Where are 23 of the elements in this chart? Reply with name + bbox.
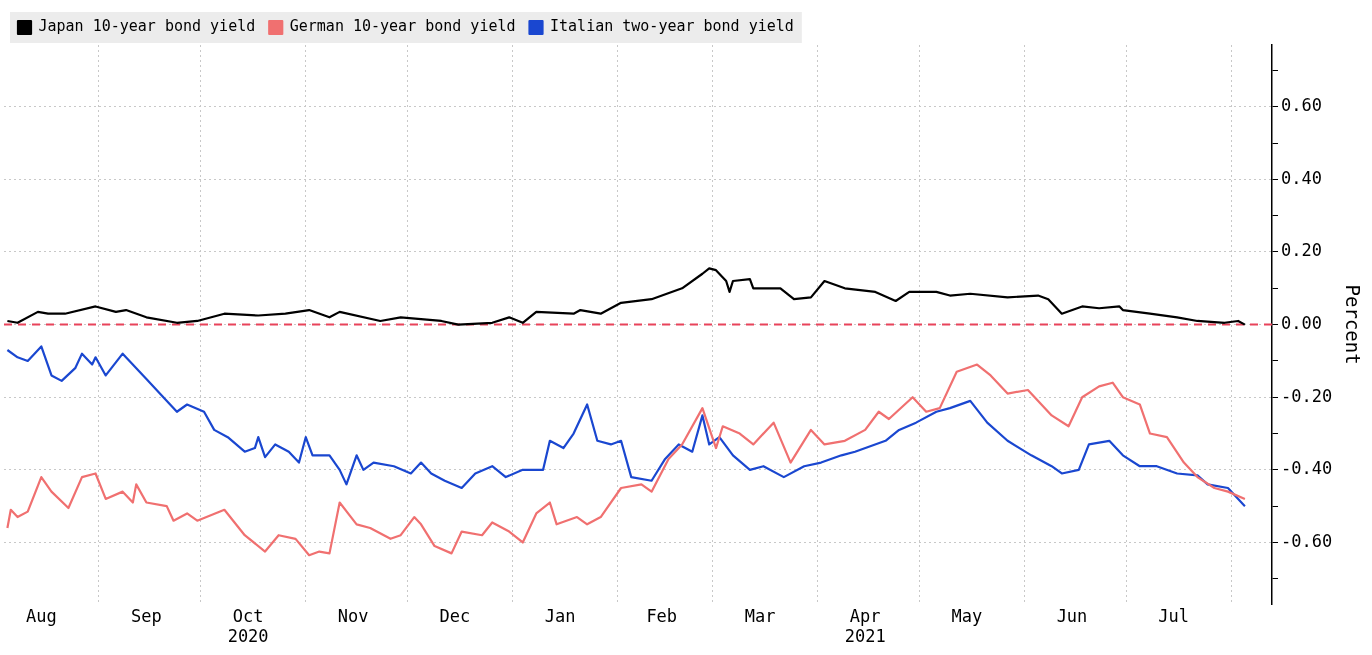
legend-label: German 10-year bond yield xyxy=(289,17,516,36)
x-tick-label: Jun xyxy=(1056,605,1088,626)
y-tick-label: 0.00 xyxy=(1281,313,1322,334)
x-tick-label: Jul xyxy=(1158,605,1190,626)
legend-label: Italian two-year bond yield xyxy=(550,17,794,36)
y-tick-label: -0.20 xyxy=(1281,385,1333,406)
x-tick-label: Dec xyxy=(439,605,471,626)
y-tick-label: 0.20 xyxy=(1281,240,1322,261)
x-tick-label: Oct 2020 xyxy=(227,605,269,647)
x-tick-label: Mar xyxy=(744,605,776,626)
legend-label: Japan 10-year bond yield xyxy=(38,17,256,36)
x-tick-label: Sep xyxy=(131,605,162,626)
x-tick-label: May xyxy=(951,605,983,626)
x-tick-label: Apr 2021 xyxy=(844,605,886,647)
y-tick-label: 0.60 xyxy=(1281,95,1322,116)
y-tick-label: 0.40 xyxy=(1281,167,1322,188)
y-tick-label: -0.40 xyxy=(1281,458,1333,479)
x-tick-label: Feb xyxy=(646,605,678,626)
x-tick-label: Aug xyxy=(25,605,57,626)
y-tick-label: -0.60 xyxy=(1281,530,1333,551)
x-tick-label: Jan xyxy=(544,605,576,626)
x-tick-label: Nov xyxy=(337,605,369,626)
y-axis-title: Percent xyxy=(1341,284,1364,365)
